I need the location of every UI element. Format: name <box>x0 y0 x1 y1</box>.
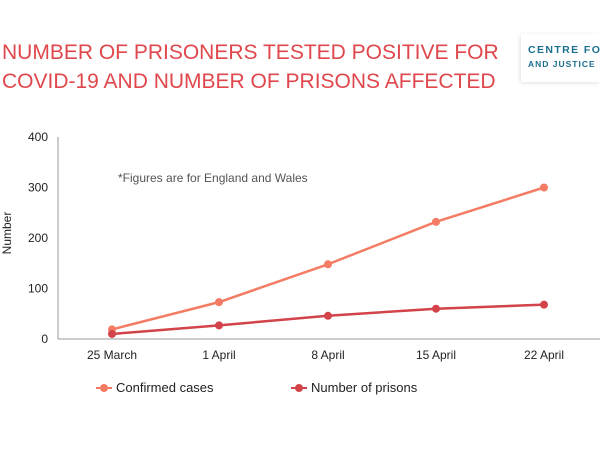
data-point-number-of-prisons <box>324 311 332 320</box>
data-point-number-of-prisons <box>432 304 440 313</box>
y-tick-label: 200 <box>28 231 48 245</box>
data-point-confirmed-cases <box>324 260 332 269</box>
data-point-number-of-prisons <box>540 300 548 309</box>
legend-item-number-of-prisons: Number of prisons <box>291 380 417 395</box>
y-tick-label: 100 <box>28 282 48 296</box>
data-point-number-of-prisons <box>215 321 223 330</box>
data-point-confirmed-cases <box>540 183 548 192</box>
chart-title: NUMBER OF PRISONERS TESTED POSITIVE FOR … <box>2 38 502 96</box>
data-point-number-of-prisons <box>108 329 116 338</box>
y-tick-label: 0 <box>41 332 48 346</box>
legend-swatch-number-of-prisons <box>291 383 307 393</box>
legend-item-confirmed-cases: Confirmed cases <box>96 380 214 395</box>
y-axis-label: Number <box>0 212 14 255</box>
chart-note: *Figures are for England and Wales <box>118 171 308 185</box>
x-tick-label: 15 April <box>416 348 456 362</box>
logo-line-1: CENTRE FOR <box>528 44 600 56</box>
data-point-confirmed-cases <box>215 298 223 307</box>
data-point-confirmed-cases <box>432 217 440 226</box>
chart-title-line-2: COVID-19 AND NUMBER OF PRISONS AFFECTED <box>2 70 496 93</box>
y-tick-label: 300 <box>28 181 48 195</box>
legend-label-confirmed-cases: Confirmed cases <box>116 380 214 395</box>
x-tick-label: 25 March <box>87 348 137 362</box>
y-tick-label: 400 <box>28 130 48 144</box>
logo-line-2: AND JUSTICE <box>528 59 596 69</box>
legend-swatch-confirmed-cases <box>96 383 112 393</box>
legend-label-number-of-prisons: Number of prisons <box>311 380 418 395</box>
x-tick-label: 22 April <box>524 348 564 362</box>
x-tick-label: 1 April <box>202 348 235 362</box>
chart-title-line-1: NUMBER OF PRISONERS TESTED POSITIVE FOR <box>2 41 499 64</box>
centre-logo: CENTRE FOR AND JUSTICE <box>521 34 600 82</box>
x-tick-label: 8 April <box>311 348 344 362</box>
